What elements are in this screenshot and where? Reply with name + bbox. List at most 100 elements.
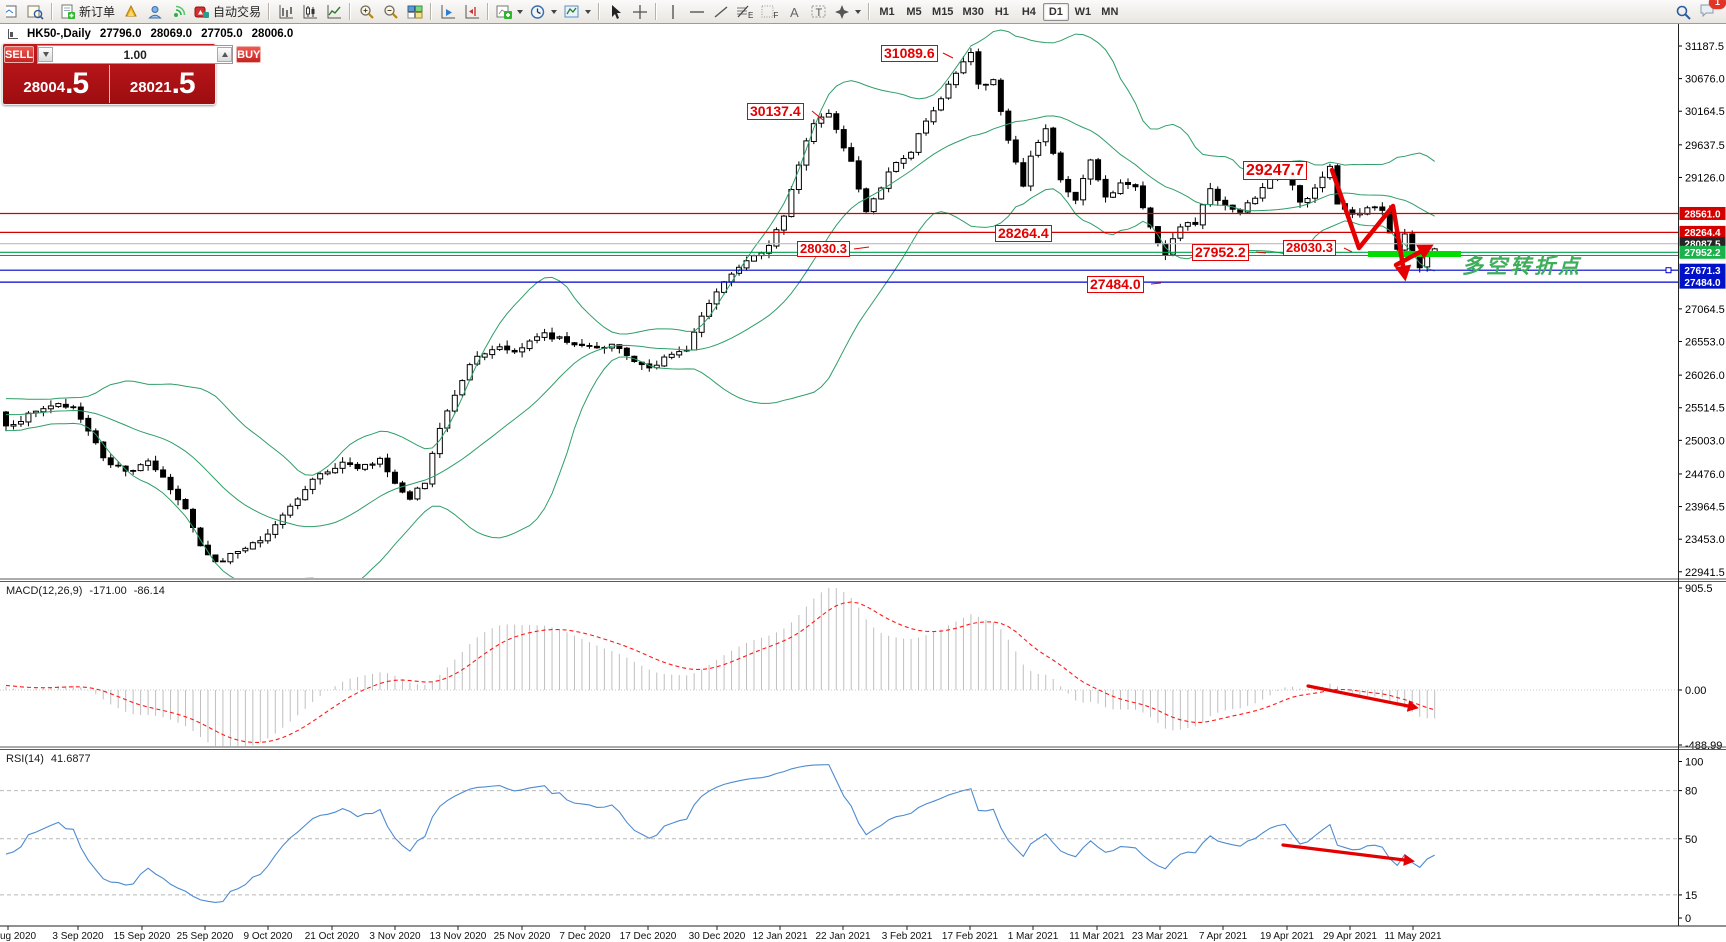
svg-text:29 Apr 2021: 29 Apr 2021: [1323, 931, 1377, 942]
pane-separators[interactable]: [0, 24, 1726, 927]
svg-text:23964.5: 23964.5: [1685, 502, 1725, 514]
signals-icon[interactable]: [167, 1, 190, 22]
timeframe-h1[interactable]: H1: [989, 3, 1015, 21]
price-callout[interactable]: 28264.4: [995, 225, 1052, 243]
svg-text:29637.5: 29637.5: [1685, 140, 1725, 152]
low-value: 27705.0: [201, 28, 243, 40]
svg-text:27484.0: 27484.0: [1684, 278, 1721, 289]
svg-text:13 Nov 2020: 13 Nov 2020: [430, 931, 487, 942]
line-chart-mode-icon[interactable]: [322, 1, 345, 22]
svg-text:11 Mar 2021: 11 Mar 2021: [1069, 931, 1125, 942]
volume-increase-button[interactable]: [217, 47, 233, 62]
svg-text:17 Feb 2021: 17 Feb 2021: [942, 931, 999, 942]
zoom-out-icon[interactable]: [379, 1, 402, 22]
timeframe-m30[interactable]: M30: [958, 3, 987, 21]
zoom-in-icon[interactable]: [355, 1, 378, 22]
svg-text:80: 80: [1685, 786, 1697, 798]
timeframe-m5[interactable]: M5: [901, 3, 927, 21]
price-axis[interactable]: 31187.5 30676.0 30164.5 29637.5 29126.0 27064…: [1678, 41, 1725, 579]
toolbar-separator: [487, 3, 490, 20]
grid-tool-icon[interactable]: F: [758, 1, 782, 22]
templates-button[interactable]: [561, 1, 594, 22]
svg-text:27952.2: 27952.2: [1684, 248, 1721, 259]
one-click-trading-panel: SELL BUY 28004.5 28021.5: [2, 43, 262, 105]
timeframe-w1[interactable]: W1: [1070, 3, 1096, 21]
svg-text:11 May 2021: 11 May 2021: [1384, 931, 1442, 942]
auto-trading-button[interactable]: 自动交易: [191, 1, 264, 22]
horizontal-line-tool-icon[interactable]: [685, 1, 708, 22]
chart-shift-icon[interactable]: [460, 1, 483, 22]
drawn-annotations[interactable]: [811, 52, 1461, 866]
candlestick-mode-icon[interactable]: [298, 1, 321, 22]
svg-text:25003.0: 25003.0: [1685, 435, 1725, 447]
price-callout[interactable]: 27952.2: [1192, 244, 1249, 262]
turning-point-annotation[interactable]: 多空转折点: [1462, 255, 1582, 278]
charts-window-icon[interactable]: [3, 1, 23, 22]
sell-button[interactable]: SELL: [4, 46, 35, 63]
fibonacci-tool-icon[interactable]: E: [733, 1, 757, 22]
tile-windows-icon[interactable]: [403, 1, 426, 22]
svg-text:7 Dec 2020: 7 Dec 2020: [559, 931, 611, 942]
volume-decrease-button[interactable]: [38, 47, 54, 62]
periods-button[interactable]: [527, 1, 560, 22]
vertical-line-tool-icon[interactable]: [661, 1, 684, 22]
price-callout[interactable]: 27484.0: [1087, 276, 1144, 294]
text-tool-icon[interactable]: A: [783, 1, 806, 22]
svg-text:26026.0: 26026.0: [1685, 370, 1725, 382]
arrows-tool-icon[interactable]: [831, 1, 864, 22]
macd-signal-line: [5, 601, 1435, 743]
svg-text:22 Jan 2021: 22 Jan 2021: [815, 931, 870, 942]
buy-button[interactable]: BUY: [236, 46, 262, 63]
trendline-tool-icon[interactable]: [709, 1, 732, 22]
toolbar-separator: [868, 3, 871, 20]
svg-text:25514.5: 25514.5: [1685, 403, 1725, 415]
sell-price[interactable]: 28004.5: [3, 65, 110, 103]
time-axis[interactable]: 21 Aug 2020 3 Sep 2020 15 Sep 2020 25 Sep 2…: [0, 926, 1442, 942]
volume-input[interactable]: [53, 46, 218, 63]
notification-badge[interactable]: 1: [1709, 0, 1726, 9]
new-chart-button[interactable]: [493, 1, 526, 22]
buy-price[interactable]: 28021.5: [129, 67, 196, 100]
timeframe-h4[interactable]: H4: [1016, 3, 1042, 21]
community-icon[interactable]: [143, 1, 166, 22]
toolbar-separator: [268, 3, 271, 20]
price-callout[interactable]: 28030.3: [797, 241, 850, 258]
svg-text:12 Jan 2021: 12 Jan 2021: [752, 931, 807, 942]
svg-text:1 Mar 2021: 1 Mar 2021: [1008, 931, 1059, 942]
bar-chart-mode-icon[interactable]: [274, 1, 297, 22]
price-callout[interactable]: 30137.4: [747, 103, 804, 121]
svg-text:23 Mar 2021: 23 Mar 2021: [1132, 931, 1189, 942]
svg-text:A: A: [790, 5, 799, 20]
auto-scroll-icon[interactable]: [436, 1, 459, 22]
search-icon[interactable]: [1672, 1, 1695, 22]
timeframe-m15[interactable]: M15: [928, 3, 957, 21]
rsi-axis: 100 80 50 15 0: [1678, 757, 1703, 925]
chart-title: HK50-,Daily 27796.0 28069.0 27705.0 2800…: [8, 28, 293, 40]
price-callout[interactable]: 31089.6: [881, 45, 938, 63]
svg-text:22941.5: 22941.5: [1685, 567, 1725, 579]
high-value: 28069.0: [150, 28, 193, 40]
timeframe-d1[interactable]: D1: [1042, 2, 1069, 21]
svg-text:27064.5: 27064.5: [1685, 304, 1725, 316]
new-order-button[interactable]: 新订单: [57, 1, 118, 22]
price-callout[interactable]: 29247.7: [1243, 161, 1307, 181]
crosshair-tool-icon[interactable]: [628, 1, 651, 22]
timeframe-group: M1 M5 M15 M30 H1 H4 D1 W1 MN: [874, 2, 1123, 21]
svg-text:19 Apr 2021: 19 Apr 2021: [1260, 931, 1314, 942]
timeframe-m1[interactable]: M1: [874, 3, 900, 21]
text-label-tool-icon[interactable]: T: [807, 1, 830, 22]
metaquotes-icon[interactable]: [119, 1, 142, 22]
svg-text:25 Nov 2020: 25 Nov 2020: [494, 931, 551, 942]
cursor-tool-icon[interactable]: [604, 1, 627, 22]
svg-text:29126.0: 29126.0: [1685, 172, 1725, 184]
svg-text:30 Dec 2020: 30 Dec 2020: [689, 931, 746, 942]
symbol-period-label: HK50-,Daily: [27, 28, 91, 40]
svg-text:24476.0: 24476.0: [1685, 469, 1725, 481]
close-value: 28006.0: [251, 28, 294, 40]
timeframe-mn[interactable]: MN: [1097, 3, 1123, 21]
price-callout[interactable]: 28030.3: [1283, 240, 1336, 257]
svg-text:0: 0: [1685, 913, 1691, 925]
data-window-icon[interactable]: [24, 1, 47, 22]
svg-text:28264.4: 28264.4: [1684, 228, 1721, 239]
